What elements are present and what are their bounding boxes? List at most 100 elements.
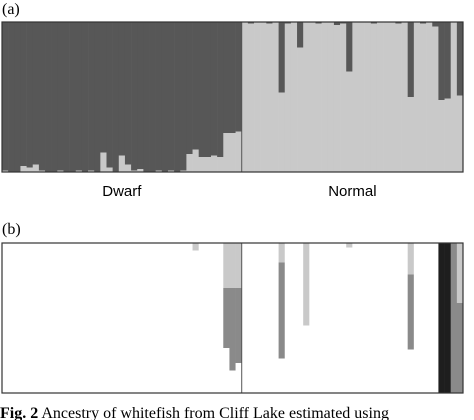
ancestry-bar <box>438 22 445 100</box>
ancestry-bar <box>444 98 452 172</box>
ancestry-bar <box>143 243 150 393</box>
ancestry-bar <box>204 243 212 393</box>
ancestry-bar <box>131 170 138 172</box>
ancestry-bar <box>124 22 132 165</box>
ancestry-bar <box>432 26 439 172</box>
ancestry-bar <box>235 243 243 288</box>
ancestry-bar <box>260 243 267 393</box>
ancestry-bar <box>407 97 415 172</box>
ancestry-bar <box>395 22 402 24</box>
ancestry-bar <box>340 23 347 172</box>
ancestry-bar <box>364 22 372 172</box>
ancestry-bar <box>407 22 415 97</box>
ancestry-bar <box>297 243 304 393</box>
ancestry-bar <box>180 170 187 172</box>
ancestry-bar <box>278 243 286 263</box>
ancestry-bar <box>456 95 464 172</box>
ancestry-bar <box>321 22 329 172</box>
ancestry-bar <box>149 22 156 172</box>
ancestry-bar <box>432 22 439 27</box>
ancestry-bar <box>112 22 120 172</box>
ancestry-bar <box>137 243 144 393</box>
caption-text: Ancestry of whitefish from Cliff Lake es… <box>41 405 389 420</box>
ancestry-bar <box>364 243 372 393</box>
ancestry-bar <box>241 243 249 393</box>
ancestry-bar <box>81 243 89 393</box>
ancestry-bar <box>14 22 21 172</box>
ancestry-bar <box>419 243 427 393</box>
ancestry-bar <box>2 170 9 172</box>
ancestry-bar <box>143 22 150 172</box>
ancestry-bar <box>266 243 273 393</box>
ancestry-bar <box>419 23 427 172</box>
ancestry-bar <box>450 243 458 393</box>
ancestry-bar <box>106 243 113 393</box>
ancestry-bar <box>241 22 249 172</box>
ancestry-bar <box>57 243 64 393</box>
ancestry-bar <box>235 288 243 363</box>
ancestry-bar <box>229 288 236 371</box>
ancestry-bar <box>223 348 230 393</box>
ancestry-bar <box>161 243 169 393</box>
ancestry-bar <box>438 243 445 393</box>
ancestry-bar <box>217 157 224 172</box>
ancestry-bar <box>8 22 15 172</box>
ancestry-bar <box>63 22 70 172</box>
ancestry-bar <box>180 22 187 171</box>
ancestry-bar <box>358 243 365 393</box>
ancestry-bar <box>333 22 341 25</box>
ancestry-bar <box>69 22 77 172</box>
group-label: Dwarf <box>102 183 142 200</box>
ancestry-bar <box>155 243 163 393</box>
ancestry-bar <box>100 243 107 393</box>
ancestry-bar <box>327 243 335 393</box>
ancestry-bar <box>309 243 316 393</box>
ancestry-bar <box>174 22 181 172</box>
ancestry-bar <box>155 22 163 171</box>
ancestry-bar <box>88 22 95 171</box>
ancestry-bar <box>174 243 181 393</box>
ancestry-bar <box>297 22 304 48</box>
ancestry-bar <box>456 303 464 393</box>
ancestry-bar <box>32 22 40 165</box>
ancestry-bar <box>266 22 273 24</box>
ancestry-bar <box>186 22 193 154</box>
ancestry-bar <box>131 22 138 171</box>
ancestry-bar <box>32 243 40 393</box>
caption: Fig. 2 Ancestry of whitefish from Cliff … <box>0 405 389 420</box>
panel-label: (a) <box>2 1 20 18</box>
ancestry-bar <box>45 243 52 393</box>
ancestry-bar <box>346 247 353 393</box>
ancestry-bar <box>149 243 156 393</box>
ancestry-bar <box>340 243 347 393</box>
ancestry-bar <box>352 22 359 172</box>
ancestry-bar <box>14 243 21 393</box>
ancestry-bar <box>376 243 384 393</box>
ancestry-bar <box>370 243 378 393</box>
ancestry-bar <box>266 23 273 172</box>
ancestry-bar <box>247 243 255 393</box>
ancestry-bar <box>444 243 452 393</box>
ancestry-bar <box>198 243 206 393</box>
ancestry-bar <box>370 23 378 172</box>
ancestry-bar <box>20 243 27 393</box>
ancestry-bar <box>57 22 64 171</box>
ancestry-bar <box>413 22 421 172</box>
ancestry-bar <box>370 22 378 24</box>
ancestry-bar <box>223 288 230 348</box>
ancestry-bar <box>297 47 304 172</box>
caption-label: Fig. 2 <box>0 405 38 420</box>
ancestry-bar <box>8 243 15 393</box>
ancestry-bar <box>407 274 415 350</box>
group-label: Normal <box>328 183 376 200</box>
ancestry-bar <box>51 22 58 172</box>
ancestry-bar <box>155 170 163 172</box>
ancestry-bar <box>186 243 193 393</box>
ancestry-bar <box>192 22 199 150</box>
ancestry-bar <box>401 243 408 393</box>
ancestry-bar <box>210 22 218 156</box>
ancestry-bar <box>112 243 120 393</box>
ancestry-bar <box>290 243 298 393</box>
ancestry-bar <box>327 22 335 172</box>
ancestry-bar <box>284 23 292 172</box>
